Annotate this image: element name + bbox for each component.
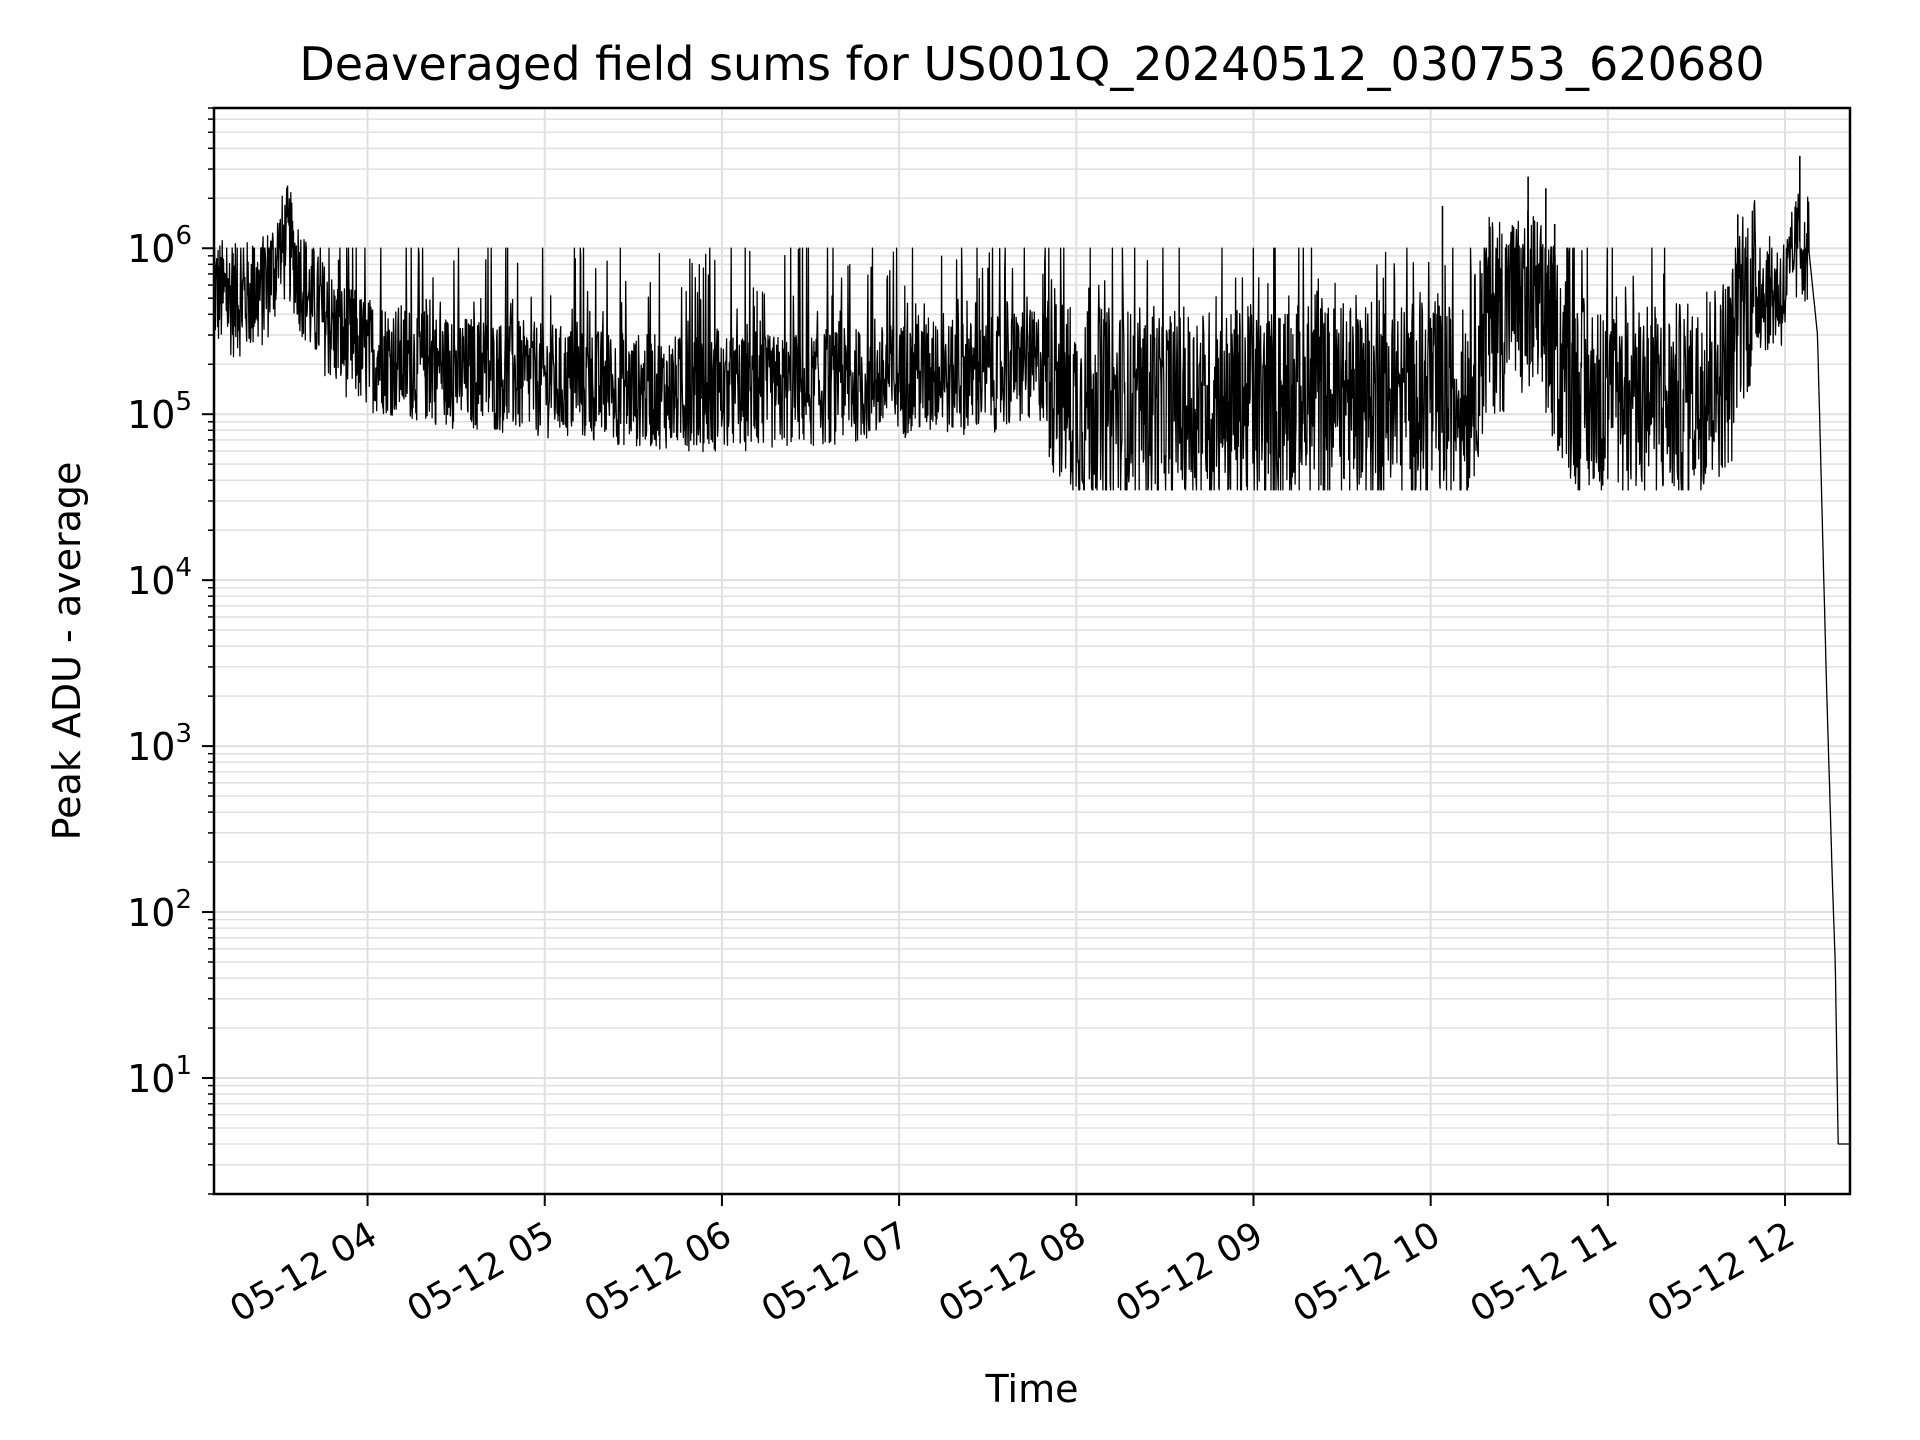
chart-title: Deaveraged field sums for US001Q_2024051… bbox=[299, 37, 1764, 91]
y-tick-label: 102 bbox=[127, 885, 192, 935]
x-tick-label: 05-12 12 bbox=[1641, 1214, 1802, 1330]
x-axis-label: Time bbox=[985, 1367, 1079, 1411]
x-tick-label: 05-12 11 bbox=[1464, 1214, 1625, 1330]
y-tick-label: 101 bbox=[127, 1051, 192, 1101]
x-tick-label: 05-12 04 bbox=[223, 1214, 384, 1330]
y-tick-label: 106 bbox=[127, 221, 192, 271]
x-tick-label: 05-12 05 bbox=[401, 1214, 562, 1330]
plot-frame bbox=[212, 106, 1852, 1196]
y-axis-label: Peak ADU - average bbox=[45, 462, 89, 841]
x-tick-label: 05-12 08 bbox=[932, 1214, 1093, 1330]
data-layer bbox=[213, 155, 1851, 1145]
x-tick-label: 05-12 07 bbox=[755, 1214, 916, 1330]
series-line bbox=[213, 185, 1851, 1145]
y-tick-label: 103 bbox=[127, 719, 192, 769]
y-tick-label: 104 bbox=[127, 553, 192, 603]
x-tick-label: 05-12 09 bbox=[1109, 1214, 1270, 1330]
x-tick-label: 05-12 10 bbox=[1286, 1214, 1447, 1330]
y-tick-label: 105 bbox=[127, 387, 192, 437]
grid bbox=[214, 107, 1850, 1195]
x-tick-label: 05-12 06 bbox=[578, 1214, 739, 1330]
